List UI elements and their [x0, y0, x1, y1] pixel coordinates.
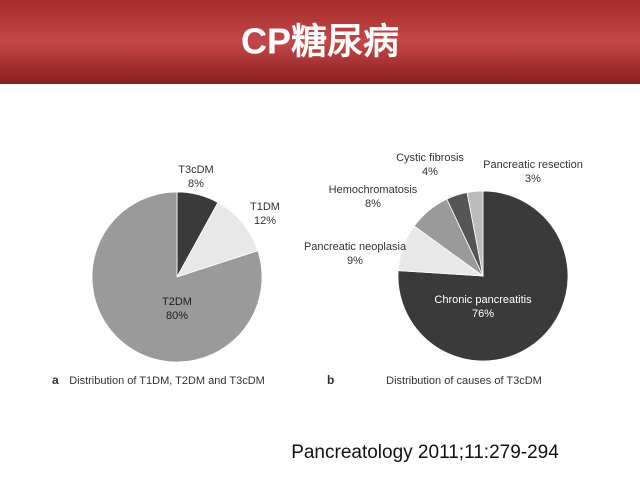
slice-label: T1DM [250, 201, 280, 213]
slice-value-label: 3% [525, 173, 541, 185]
slice-label: T3cDM [178, 164, 213, 176]
slice-value-label: 76% [472, 308, 494, 320]
slice-label: Pancreatic resection [483, 159, 583, 171]
slice-label: T2DM [162, 296, 192, 308]
slice-value-label: 4% [422, 166, 438, 178]
slice-value-label: 80% [166, 310, 188, 322]
slice-value-label: 8% [188, 178, 204, 190]
pie-slice [466, 190, 484, 277]
pie-slice [91, 191, 263, 363]
pie-slice [397, 190, 569, 362]
slice-label: Pancreatic neoplasia [304, 241, 407, 253]
slice-label: Hemochromatosis [329, 184, 418, 196]
slice-label: Cystic fibrosis [396, 152, 464, 164]
citation: Pancreatology 2011;11:279-294 [291, 442, 559, 463]
slice-value-label: 8% [365, 198, 381, 210]
slice-value-label: 12% [254, 215, 276, 227]
slice-label: Chronic pancreatitis [434, 294, 532, 306]
chart-caption: Distribution of causes of T3cDM [386, 375, 542, 387]
slice-value-label: 9% [347, 255, 363, 267]
panel-label: a [52, 373, 59, 387]
pie-slice [176, 201, 259, 278]
slide-title: CP糖尿病 [241, 21, 399, 62]
header-band [0, 0, 640, 84]
chart-caption: Distribution of T1DM, T2DM and T3cDM [69, 375, 265, 387]
panel-label: b [327, 373, 334, 387]
